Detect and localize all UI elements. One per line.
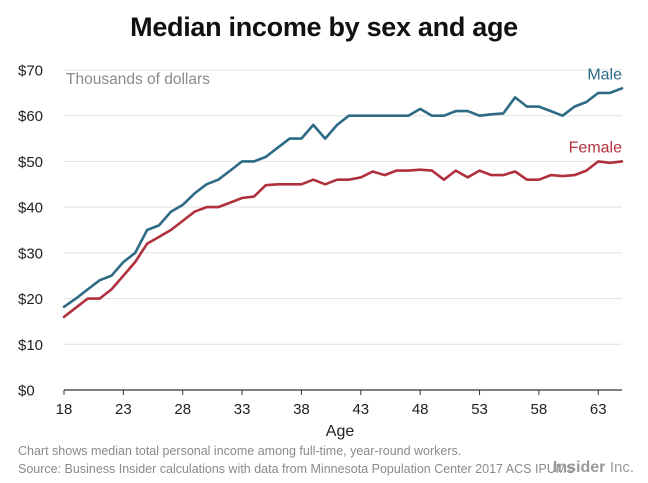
y-tick-label: $40	[18, 200, 43, 217]
x-tick-label: 23	[115, 401, 132, 418]
series-lines	[62, 87, 624, 319]
x-tick-label: 58	[531, 401, 548, 418]
x-axis-label: Age	[326, 423, 355, 440]
y-tick-label: $0	[18, 383, 35, 400]
brand-logo: Insider Inc.	[553, 459, 634, 477]
x-tick-label: 18	[56, 401, 73, 418]
x-axis-ticks: 18 23 28 33 38 43 48 53 58 63	[56, 390, 607, 418]
x-tick-label: 38	[293, 401, 310, 418]
y-tick-label: $20	[18, 291, 43, 308]
series-line-female	[62, 160, 624, 319]
brand-bold: Insider	[552, 459, 606, 476]
source-note: Source: Business Insider calculations wi…	[18, 462, 575, 476]
series-labels: Male Female	[569, 66, 622, 156]
y-axis-ticks: $0 $10 $20 $30 $40 $50 $60 $70	[18, 63, 43, 400]
x-tick-label: 43	[352, 401, 369, 418]
x-tick-label: 53	[471, 401, 488, 418]
x-tick-label: 28	[174, 401, 191, 418]
x-tick-label: 63	[590, 401, 607, 418]
y-tick-label: $50	[18, 154, 43, 171]
series-line-male	[62, 87, 624, 309]
unit-note: Thousands of dollars	[66, 71, 210, 88]
y-tick-label: $70	[18, 63, 43, 80]
y-tick-label: $30	[18, 245, 43, 262]
x-tick-label: 33	[234, 401, 251, 418]
chart-title: Median income by sex and age	[130, 12, 518, 42]
footnote: Chart shows median total personal income…	[18, 444, 462, 458]
x-tick-label: 48	[412, 401, 429, 418]
series-label-female: Female	[569, 139, 622, 156]
brand-light: Inc.	[609, 459, 634, 476]
series-label-male: Male	[587, 66, 622, 83]
y-tick-label: $10	[18, 337, 43, 354]
grid-lines	[64, 69, 622, 391]
y-tick-label: $60	[18, 108, 43, 125]
